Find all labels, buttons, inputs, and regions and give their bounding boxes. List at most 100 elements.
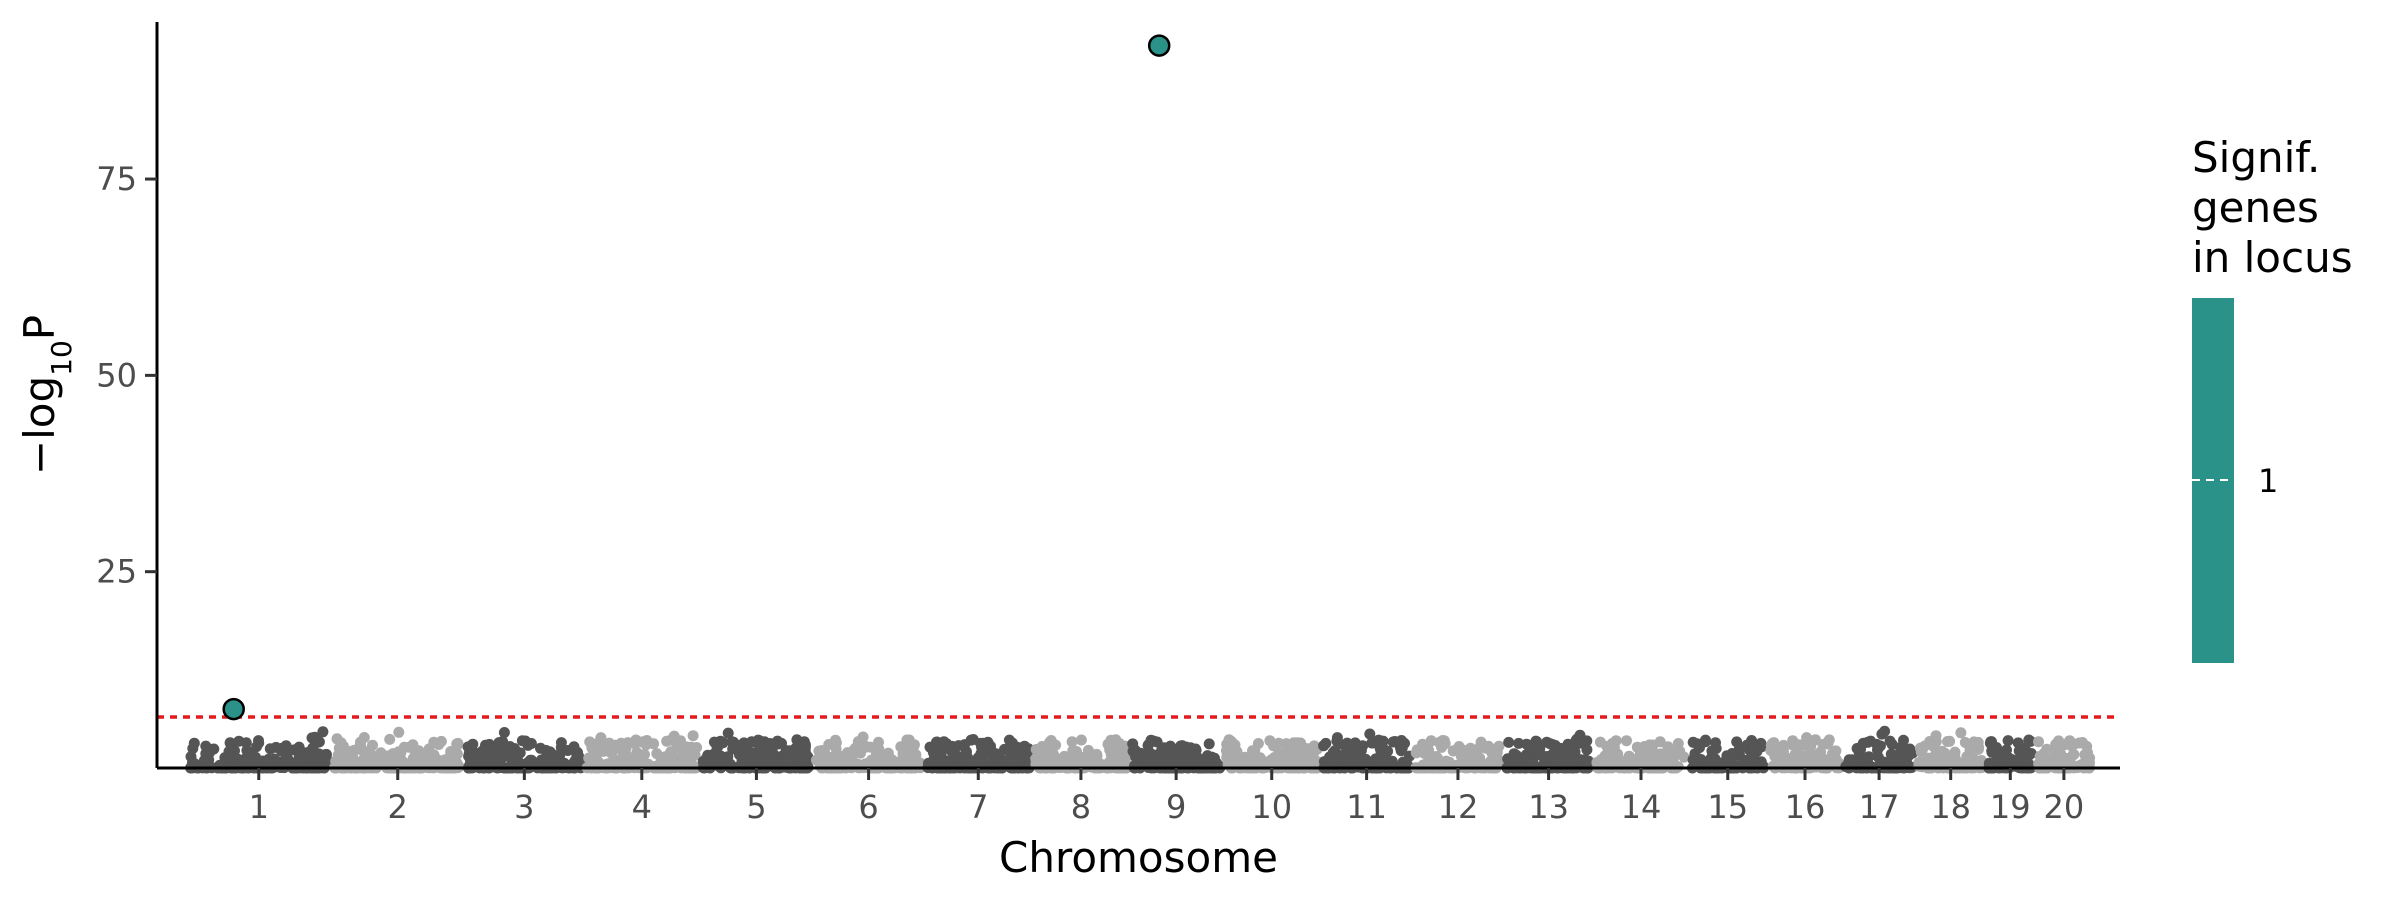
background-point	[1706, 752, 1718, 764]
background-point	[759, 736, 770, 748]
background-point	[1801, 732, 1813, 744]
background-point	[1320, 737, 1332, 749]
x-tick-label: 18	[1930, 788, 1971, 826]
background-point	[685, 747, 697, 759]
background-point	[1986, 745, 1998, 757]
y-axis-title-base: −log	[15, 376, 64, 475]
background-point	[200, 740, 212, 752]
background-point	[1221, 738, 1233, 750]
background-point	[475, 751, 487, 763]
x-tick-label: 9	[1166, 788, 1186, 826]
background-point	[857, 731, 869, 743]
background-point	[687, 730, 699, 742]
y-axis-title-subscript: 10	[45, 340, 78, 376]
legend-title: Signif. genes in locus	[2192, 133, 2353, 282]
x-tick-label: 2	[388, 788, 408, 826]
x-tick-label: 11	[1346, 788, 1387, 826]
background-point	[873, 743, 885, 755]
background-point	[2053, 735, 2065, 747]
background-point	[810, 754, 822, 766]
background-point	[668, 730, 680, 742]
background-point	[742, 739, 754, 751]
background-point	[586, 740, 598, 752]
x-axis-title: Chromosome	[999, 833, 1278, 882]
x-tick-label: 14	[1621, 788, 1662, 826]
x-tick-label: 3	[514, 788, 534, 826]
significant-point	[1147, 34, 1171, 57]
background-point	[903, 734, 915, 746]
background-point	[1674, 745, 1686, 757]
background-point	[1256, 755, 1268, 767]
background-point	[545, 747, 557, 759]
x-tick-label: 8	[1071, 788, 1091, 826]
background-point	[1221, 749, 1233, 761]
background-point	[1805, 741, 1817, 753]
background-point	[330, 755, 342, 767]
background-point	[1364, 728, 1376, 740]
background-point	[224, 737, 236, 749]
background-point	[1843, 757, 1855, 769]
y-tick-label: 50	[96, 356, 137, 394]
background-point	[1127, 738, 1139, 750]
background-point	[1035, 760, 1047, 772]
background-point	[491, 740, 503, 752]
background-point	[555, 737, 567, 749]
x-tick-label: 4	[632, 788, 652, 826]
background-point	[2069, 738, 2080, 750]
x-tick-label: 10	[1251, 788, 1292, 826]
x-tick-label: 6	[858, 788, 878, 826]
background-point	[1341, 737, 1353, 749]
background-point	[1700, 736, 1711, 748]
background-point	[990, 748, 1002, 760]
background-point	[928, 752, 940, 764]
background-point	[496, 750, 508, 762]
background-point	[1541, 736, 1553, 748]
background-point	[1746, 735, 1758, 746]
background-point	[622, 737, 634, 749]
background-point	[1539, 751, 1551, 762]
y-tick-label: 75	[96, 160, 137, 198]
background-point	[1894, 742, 1906, 753]
background-point	[1756, 741, 1768, 753]
background-point	[1767, 760, 1779, 772]
background-point	[439, 754, 451, 766]
background-point	[1527, 758, 1539, 770]
background-point	[830, 757, 842, 769]
background-point	[1570, 735, 1582, 746]
background-point	[1959, 737, 1971, 748]
background-point	[880, 751, 891, 763]
background-point	[1865, 735, 1877, 747]
background-points-layer	[185, 725, 2096, 774]
background-point	[1662, 741, 1674, 753]
background-point	[1503, 736, 1515, 748]
background-point	[1011, 741, 1023, 753]
background-point	[358, 732, 370, 743]
background-point	[1595, 754, 1607, 766]
background-point	[1581, 744, 1593, 756]
background-point	[1581, 735, 1593, 747]
legend-title-line-1: Signif.	[2192, 133, 2320, 182]
background-point	[974, 755, 986, 767]
background-point	[895, 741, 907, 753]
background-point	[1370, 753, 1382, 765]
background-point	[1872, 744, 1883, 756]
y-axis-ticks: 25 50 75	[96, 160, 157, 591]
background-point	[664, 748, 676, 760]
legend-title-line-3: in locus	[2192, 233, 2353, 282]
background-point	[1623, 750, 1635, 762]
background-point	[1886, 738, 1898, 750]
background-point	[1690, 752, 1702, 764]
background-point	[355, 742, 367, 754]
background-point	[1644, 739, 1656, 751]
background-point	[1331, 732, 1343, 744]
background-point	[337, 740, 349, 752]
background-point	[1480, 742, 1492, 754]
background-point	[910, 755, 922, 767]
background-point	[2002, 735, 2014, 747]
background-point	[1508, 748, 1520, 760]
background-point	[1890, 758, 1902, 770]
background-point	[1142, 739, 1154, 751]
x-tick-label: 15	[1707, 788, 1748, 826]
background-point	[819, 747, 831, 758]
